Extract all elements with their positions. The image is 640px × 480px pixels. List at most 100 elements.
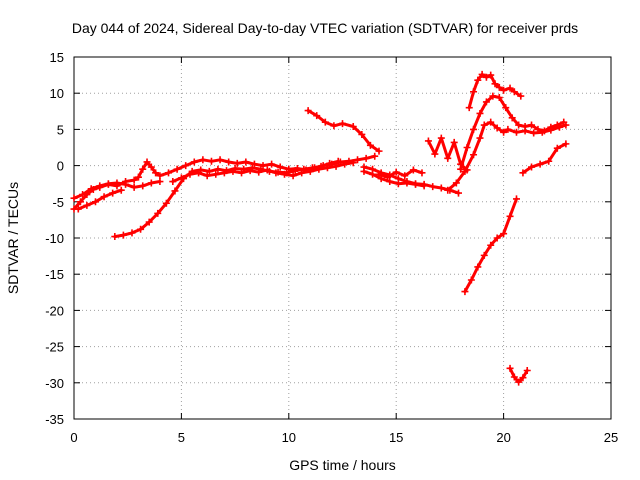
data-point xyxy=(70,194,78,202)
data-point xyxy=(412,180,420,188)
data-point xyxy=(470,125,478,133)
data-point xyxy=(79,191,87,199)
data-point xyxy=(229,167,237,175)
data-point xyxy=(508,114,516,122)
data-point xyxy=(487,71,495,79)
data-point xyxy=(461,288,469,296)
data-point xyxy=(321,118,329,126)
data-point xyxy=(139,165,147,173)
data-point xyxy=(444,154,452,162)
data-point xyxy=(182,162,190,170)
data-point xyxy=(205,167,213,175)
data-point xyxy=(493,234,501,242)
data-point xyxy=(540,127,548,135)
data-point xyxy=(83,201,91,209)
data-point xyxy=(233,159,241,167)
data-point xyxy=(444,186,452,194)
data-point xyxy=(480,251,488,259)
data-point xyxy=(145,218,153,226)
series-track-15 xyxy=(519,140,570,177)
series-line xyxy=(171,161,355,183)
data-point xyxy=(482,73,490,81)
data-point xyxy=(401,172,409,180)
data-point xyxy=(186,170,194,178)
data-point xyxy=(349,123,357,131)
data-point xyxy=(553,144,561,152)
data-point xyxy=(173,165,181,173)
data-point xyxy=(152,169,160,177)
data-point xyxy=(384,173,392,181)
data-point xyxy=(371,152,379,160)
data-point xyxy=(528,121,536,129)
data-point xyxy=(480,121,488,129)
data-point xyxy=(212,170,220,178)
data-point xyxy=(109,189,117,197)
data-point xyxy=(409,166,417,174)
data-point xyxy=(362,154,370,162)
data-point xyxy=(495,83,503,91)
data-point xyxy=(242,158,250,166)
data-point xyxy=(326,159,334,167)
data-point xyxy=(304,107,312,115)
data-point xyxy=(268,160,276,168)
data-point xyxy=(506,84,514,92)
data-point xyxy=(169,178,177,186)
data-point xyxy=(117,186,125,194)
data-point xyxy=(225,158,233,166)
y-tick-label: -30 xyxy=(45,376,64,391)
data-point xyxy=(392,168,400,176)
series-track-13 xyxy=(465,70,525,112)
data-point xyxy=(476,109,484,117)
data-point xyxy=(504,125,512,133)
data-point xyxy=(553,121,561,129)
data-point xyxy=(420,182,428,190)
data-point xyxy=(452,179,460,187)
series-track-16 xyxy=(506,364,531,386)
data-point xyxy=(437,184,445,192)
y-tick-label: 0 xyxy=(57,159,64,174)
data-point xyxy=(519,374,527,382)
data-point xyxy=(515,378,523,386)
data-point xyxy=(461,167,469,175)
data-point xyxy=(463,144,471,151)
data-point xyxy=(220,169,228,177)
data-point xyxy=(139,182,147,190)
data-point xyxy=(137,225,145,233)
data-point xyxy=(474,263,482,271)
data-point xyxy=(517,92,525,100)
data-point xyxy=(394,180,402,188)
data-point xyxy=(143,158,151,166)
series-track-9 xyxy=(375,166,426,181)
data-point xyxy=(482,98,490,106)
x-tick-label: 0 xyxy=(70,430,77,445)
data-point xyxy=(476,134,484,142)
data-point xyxy=(375,147,383,155)
data-point xyxy=(87,185,95,193)
data-point xyxy=(238,169,246,177)
series-track-14 xyxy=(461,195,520,296)
data-point xyxy=(502,104,510,112)
data-point xyxy=(130,176,138,184)
data-point xyxy=(429,183,437,191)
y-axis-label: SDTVAR / TECUs xyxy=(5,182,21,294)
y-tick-label: -5 xyxy=(52,195,64,210)
data-point xyxy=(341,160,349,168)
data-point xyxy=(470,88,478,96)
data-point xyxy=(122,180,130,188)
data-point xyxy=(306,167,314,175)
data-point xyxy=(474,76,482,84)
data-point xyxy=(147,179,155,187)
data-point xyxy=(130,183,138,191)
data-point xyxy=(386,178,394,186)
data-point xyxy=(298,169,306,177)
data-point xyxy=(500,230,508,238)
series-track-6 xyxy=(304,107,383,155)
data-point xyxy=(470,151,478,159)
data-point xyxy=(111,233,119,241)
data-point xyxy=(177,174,185,182)
data-point xyxy=(487,118,495,126)
data-point xyxy=(128,229,136,237)
data-point xyxy=(147,163,155,171)
data-point xyxy=(454,189,462,197)
